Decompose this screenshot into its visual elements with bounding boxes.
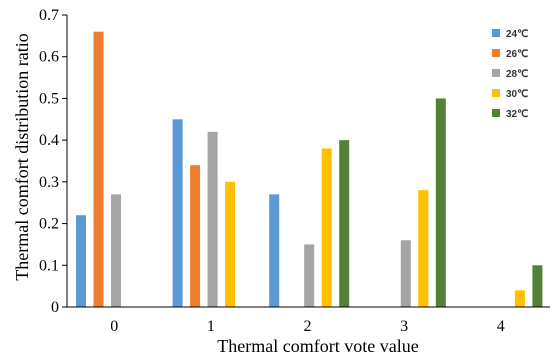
bar <box>304 244 315 307</box>
legend-label: 30℃ <box>506 89 528 100</box>
bar <box>111 194 121 307</box>
bar <box>76 215 86 307</box>
x-tick-label: 0 <box>110 318 118 335</box>
legend-swatch <box>492 69 500 77</box>
y-tick-label: 0.2 <box>39 216 59 233</box>
legend: 24℃ 26℃ 28℃ 30℃ 32℃ <box>492 29 528 120</box>
bar <box>190 165 201 307</box>
bar <box>418 190 429 307</box>
legend-swatch <box>492 49 500 57</box>
y-tick-label: 0.4 <box>39 132 59 149</box>
y-tick-label: 0.1 <box>39 257 59 274</box>
y-tick-label: 0.7 <box>39 7 59 24</box>
y-axis-title: Thermal comfort distribution ratio <box>12 33 32 280</box>
bar <box>514 290 525 307</box>
y-tick-label: 0.3 <box>39 174 59 191</box>
legend-label: 26℃ <box>506 49 528 60</box>
x-axis-title: Thermal comfort vote value <box>217 336 418 356</box>
x-tick-label: 4 <box>497 318 505 335</box>
bar <box>400 240 411 307</box>
bar <box>339 140 350 307</box>
bar <box>269 194 280 307</box>
bars-group <box>76 31 543 308</box>
x-tick-label: 3 <box>400 318 408 335</box>
bar <box>172 119 183 308</box>
x-tick-labels: 0 1 2 3 4 <box>110 318 504 335</box>
bar <box>93 31 104 307</box>
legend-label: 28℃ <box>506 69 528 80</box>
legend-label: 24℃ <box>506 29 528 40</box>
legend-swatch <box>492 89 500 97</box>
x-tick-label: 2 <box>304 318 312 335</box>
bar <box>207 131 218 307</box>
bar <box>532 265 543 307</box>
y-tick-label: 0.6 <box>39 49 59 66</box>
bar <box>225 181 236 307</box>
y-tick-label: 0.5 <box>39 90 59 107</box>
legend-swatch <box>492 29 500 37</box>
y-tick-label: 0 <box>51 299 59 316</box>
y-tick-labels: 0 0.1 0.2 0.3 0.4 0.5 0.6 0.7 <box>39 7 67 316</box>
legend-swatch <box>492 109 500 117</box>
bar <box>435 98 446 307</box>
legend-label: 32℃ <box>506 109 528 120</box>
x-tick-label: 1 <box>207 318 215 335</box>
bar <box>321 148 332 307</box>
